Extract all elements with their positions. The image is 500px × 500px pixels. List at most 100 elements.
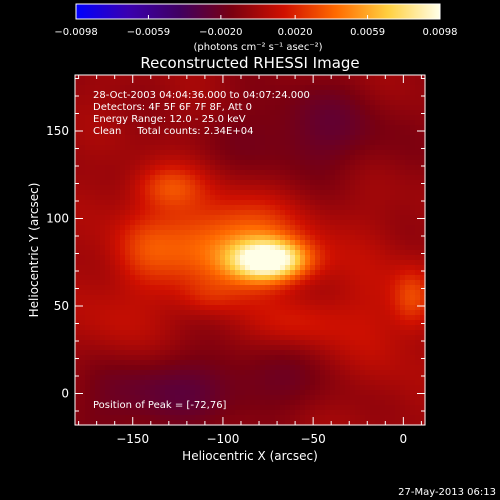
- heatmap-cell: [75, 145, 81, 151]
- heatmap-cell: [95, 215, 101, 221]
- heatmap-cell: [215, 365, 221, 371]
- heatmap-cell: [175, 240, 181, 246]
- heatmap-cell: [155, 85, 161, 91]
- heatmap-cell: [170, 160, 176, 166]
- heatmap-cell: [175, 255, 181, 261]
- heatmap-cell: [375, 140, 381, 146]
- heatmap-cell: [210, 80, 216, 86]
- heatmap-cell: [295, 335, 301, 341]
- heatmap-cell: [270, 405, 276, 411]
- heatmap-cell: [315, 280, 321, 286]
- heatmap-cell: [415, 90, 421, 96]
- heatmap-cell: [385, 215, 391, 221]
- heatmap-cell: [290, 350, 296, 356]
- heatmap-cell: [385, 270, 391, 276]
- heatmap-cell: [365, 215, 371, 221]
- heatmap-cell: [250, 225, 256, 231]
- heatmap-cell: [90, 280, 96, 286]
- heatmap-cell: [160, 325, 166, 331]
- heatmap-cell: [245, 150, 251, 156]
- heatmap-cell: [355, 225, 361, 231]
- heatmap-cell: [225, 340, 231, 346]
- heatmap-cell: [95, 160, 101, 166]
- heatmap-cell: [355, 360, 361, 366]
- heatmap-cell: [190, 400, 196, 406]
- heatmap-cell: [205, 220, 211, 226]
- heatmap-cell: [405, 215, 411, 221]
- heatmap-cell: [90, 360, 96, 366]
- heatmap-cell: [405, 390, 411, 396]
- heatmap-cell: [245, 210, 251, 216]
- heatmap-cell: [135, 380, 141, 386]
- heatmap-cell: [220, 380, 226, 386]
- heatmap-cell: [280, 370, 286, 376]
- heatmap-cell: [375, 305, 381, 311]
- heatmap-cell: [355, 95, 361, 101]
- heatmap-cell: [295, 370, 301, 376]
- heatmap-cell: [320, 300, 326, 306]
- heatmap-cell: [285, 385, 291, 391]
- heatmap-cell: [195, 405, 201, 411]
- heatmap-cell: [225, 275, 231, 281]
- heatmap-cell: [200, 165, 206, 171]
- heatmap-cell: [215, 330, 221, 336]
- heatmap-cell: [190, 85, 196, 91]
- heatmap-cell: [290, 385, 296, 391]
- heatmap-cell: [80, 90, 86, 96]
- heatmap-cell: [160, 195, 166, 201]
- heatmap-cell: [290, 365, 296, 371]
- heatmap-cell: [280, 355, 286, 361]
- heatmap-cell: [410, 235, 416, 241]
- heatmap-cell: [350, 145, 356, 151]
- heatmap-cell: [390, 120, 396, 126]
- heatmap-cell: [115, 320, 121, 326]
- heatmap-cell: [125, 230, 131, 236]
- heatmap-cell: [270, 185, 276, 191]
- heatmap-cell: [255, 145, 261, 151]
- heatmap-cell: [220, 220, 226, 226]
- heatmap-cell: [210, 350, 216, 356]
- heatmap-cell: [125, 225, 131, 231]
- heatmap-cell: [165, 170, 171, 176]
- heatmap-cell: [405, 385, 411, 391]
- heatmap-cell: [100, 300, 106, 306]
- heatmap-cell: [235, 165, 241, 171]
- heatmap-cell: [355, 125, 361, 131]
- heatmap-cell: [170, 260, 176, 266]
- heatmap-cell: [305, 395, 311, 401]
- heatmap-cell: [100, 85, 106, 91]
- heatmap-cell: [390, 350, 396, 356]
- heatmap-cell: [220, 335, 226, 341]
- heatmap-cell: [410, 240, 416, 246]
- heatmap-cell: [175, 225, 181, 231]
- heatmap-cell: [250, 300, 256, 306]
- heatmap-cell: [415, 350, 421, 356]
- heatmap-cell: [415, 260, 421, 266]
- heatmap-cell: [310, 230, 316, 236]
- heatmap-cell: [160, 400, 166, 406]
- heatmap-cell: [385, 165, 391, 171]
- heatmap-cell: [215, 155, 221, 161]
- heatmap-cell: [300, 195, 306, 201]
- heatmap-cell: [270, 180, 276, 186]
- heatmap-cell: [365, 260, 371, 266]
- heatmap-cell: [225, 245, 231, 251]
- heatmap-cell: [335, 80, 341, 86]
- heatmap-cell: [390, 415, 396, 421]
- heatmap-cell: [250, 200, 256, 206]
- heatmap-cell: [340, 210, 346, 216]
- heatmap-cell: [390, 260, 396, 266]
- heatmap-cell: [280, 415, 286, 421]
- heatmap-cell: [250, 165, 256, 171]
- heatmap-cell: [360, 370, 366, 376]
- heatmap-cell: [380, 250, 386, 256]
- heatmap-cell: [385, 335, 391, 341]
- heatmap-cell: [235, 210, 241, 216]
- heatmap-cell: [280, 115, 286, 121]
- heatmap-cell: [75, 400, 81, 406]
- heatmap-cell: [315, 255, 321, 261]
- heatmap-cell: [340, 315, 346, 321]
- heatmap-cell: [125, 310, 131, 316]
- heatmap-cell: [285, 120, 291, 126]
- heatmap-cell: [350, 225, 356, 231]
